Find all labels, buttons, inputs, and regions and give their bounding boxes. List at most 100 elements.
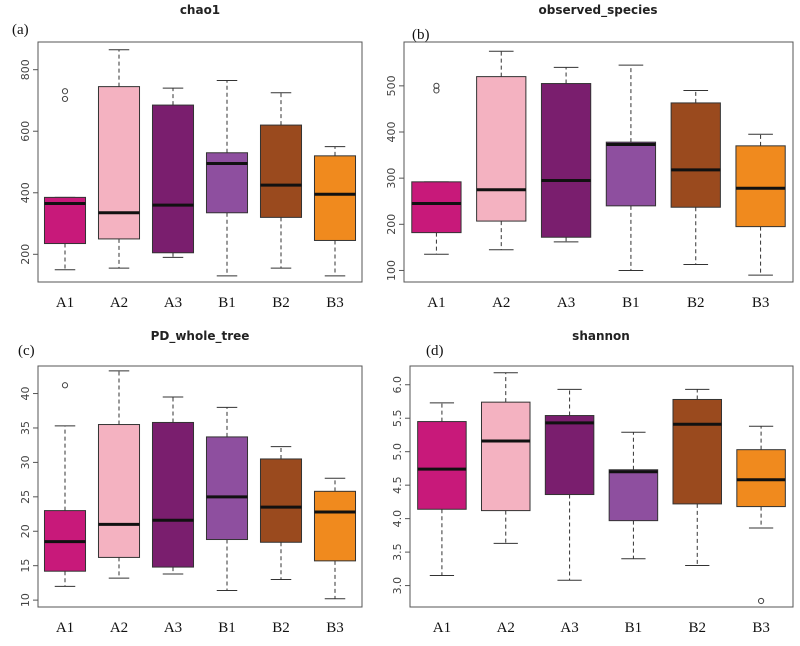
box-body bbox=[480, 401, 531, 512]
box-body bbox=[97, 86, 141, 240]
box-body bbox=[313, 490, 357, 562]
panel-title: chao1 bbox=[180, 3, 220, 17]
outlier-point bbox=[61, 95, 69, 103]
x-tick-label: A3 bbox=[164, 295, 182, 311]
outlier-point bbox=[433, 87, 440, 94]
panel-title: observed_species bbox=[539, 3, 658, 18]
x-tick-label: A3 bbox=[557, 295, 575, 311]
plot-frame bbox=[409, 365, 794, 608]
plot-frame bbox=[37, 365, 363, 608]
panel-title: shannon bbox=[572, 329, 630, 343]
y-tick-label: 200 bbox=[385, 214, 398, 235]
x-tick-label: B3 bbox=[752, 620, 770, 636]
box-B1 bbox=[608, 431, 659, 560]
box-B3 bbox=[313, 477, 357, 600]
y-tick-label: 10 bbox=[19, 593, 32, 607]
x-tick-label: A3 bbox=[560, 620, 578, 636]
y-tick-label: 800 bbox=[19, 59, 32, 80]
box-A2 bbox=[476, 50, 527, 251]
box-body bbox=[205, 152, 249, 214]
panel-b: observed_species (b) 100 200 300 400 500 A1 A2 A3… bbox=[385, 3, 794, 311]
x-tick-label: B2 bbox=[272, 620, 290, 636]
x-tick-label: A1 bbox=[56, 295, 74, 311]
y-tick-label: 300 bbox=[385, 168, 398, 189]
plot-frame bbox=[37, 41, 363, 283]
box-body bbox=[259, 124, 303, 218]
y-tick-label: 200 bbox=[19, 244, 32, 265]
box-A1 bbox=[417, 402, 467, 577]
x-tick-label: B1 bbox=[622, 295, 640, 311]
x-tick-label: B1 bbox=[218, 620, 236, 636]
y-tick-label: 30 bbox=[19, 455, 32, 469]
panel-label: (d) bbox=[426, 343, 444, 359]
box-body bbox=[672, 398, 723, 505]
y-tick-label: 100 bbox=[385, 260, 398, 281]
box-B2 bbox=[259, 92, 303, 269]
panel-label: (b) bbox=[412, 27, 430, 43]
box-A2 bbox=[97, 370, 141, 579]
box-body bbox=[97, 424, 141, 558]
box-A2 bbox=[480, 372, 531, 544]
box-body bbox=[151, 421, 195, 568]
box-body bbox=[476, 76, 527, 222]
y-tick-label: 400 bbox=[385, 122, 398, 143]
panel-d: shannon (d) 3.0 3.5 4.0 4.5 5.0 5.5 6.0 A1 A2 A3 B1 B… bbox=[391, 329, 794, 636]
box-body bbox=[43, 196, 87, 245]
y-tick-label: 35 bbox=[19, 421, 32, 435]
box-body bbox=[608, 469, 659, 522]
outlier-point bbox=[757, 597, 765, 605]
y-tick-label: 20 bbox=[19, 524, 32, 538]
x-tick-label: A2 bbox=[110, 620, 128, 636]
y-tick-label: 400 bbox=[19, 182, 32, 203]
panel-c: PD_whole_tree (c) 10 15 20 25 30 35 40 A1 A2 A3 B1 B2… bbox=[18, 329, 363, 636]
y-tick-label: 5.0 bbox=[391, 443, 404, 461]
y-tick-label: 600 bbox=[19, 121, 32, 142]
x-tick-label: A3 bbox=[164, 620, 182, 636]
x-tick-label: B3 bbox=[752, 295, 770, 311]
box-A3 bbox=[151, 396, 195, 575]
box-B3 bbox=[313, 146, 357, 277]
box-B3 bbox=[735, 133, 786, 276]
outlier-point bbox=[61, 382, 69, 389]
box-A1 bbox=[43, 382, 87, 587]
box-B1 bbox=[205, 406, 249, 591]
panel-a: chao1 (a) 200 400 600 800 A1 A2 A3 B1 B2 B3 bbox=[12, 3, 363, 311]
box-B1 bbox=[605, 64, 657, 271]
panel-title: PD_whole_tree bbox=[151, 329, 250, 344]
panel-label: (c) bbox=[18, 343, 35, 359]
box-A3 bbox=[151, 87, 195, 258]
x-tick-label: B2 bbox=[272, 295, 290, 311]
x-tick-label: A1 bbox=[433, 620, 451, 636]
box-B2 bbox=[670, 89, 721, 265]
box-body bbox=[205, 436, 249, 541]
x-tick-label: B2 bbox=[688, 620, 706, 636]
box-A1 bbox=[411, 82, 462, 255]
box-B1 bbox=[205, 79, 249, 277]
box-A2 bbox=[97, 49, 141, 269]
y-tick-label: 500 bbox=[385, 75, 398, 96]
x-tick-label: A1 bbox=[427, 295, 445, 311]
box-body bbox=[605, 141, 657, 207]
box-B2 bbox=[672, 388, 723, 566]
box-body bbox=[670, 102, 721, 208]
box-B3 bbox=[736, 425, 786, 605]
box-body bbox=[736, 449, 786, 508]
y-tick-label: 40 bbox=[19, 387, 32, 401]
box-A3 bbox=[544, 388, 595, 581]
box-body bbox=[540, 83, 592, 238]
box-body bbox=[411, 181, 462, 234]
box-A3 bbox=[540, 66, 592, 243]
outlier-point bbox=[61, 88, 69, 95]
box-A1 bbox=[43, 88, 87, 271]
x-tick-label: B1 bbox=[218, 295, 236, 311]
x-tick-label: A2 bbox=[110, 295, 128, 311]
panel-label: (a) bbox=[12, 22, 29, 38]
box-body bbox=[417, 421, 467, 510]
y-tick-label: 5.5 bbox=[391, 409, 404, 427]
y-tick-label: 3.0 bbox=[391, 577, 404, 595]
box-body bbox=[259, 458, 303, 543]
y-tick-label: 4.0 bbox=[391, 510, 404, 528]
y-tick-label: 6.0 bbox=[391, 376, 404, 394]
x-tick-label: A2 bbox=[497, 620, 515, 636]
